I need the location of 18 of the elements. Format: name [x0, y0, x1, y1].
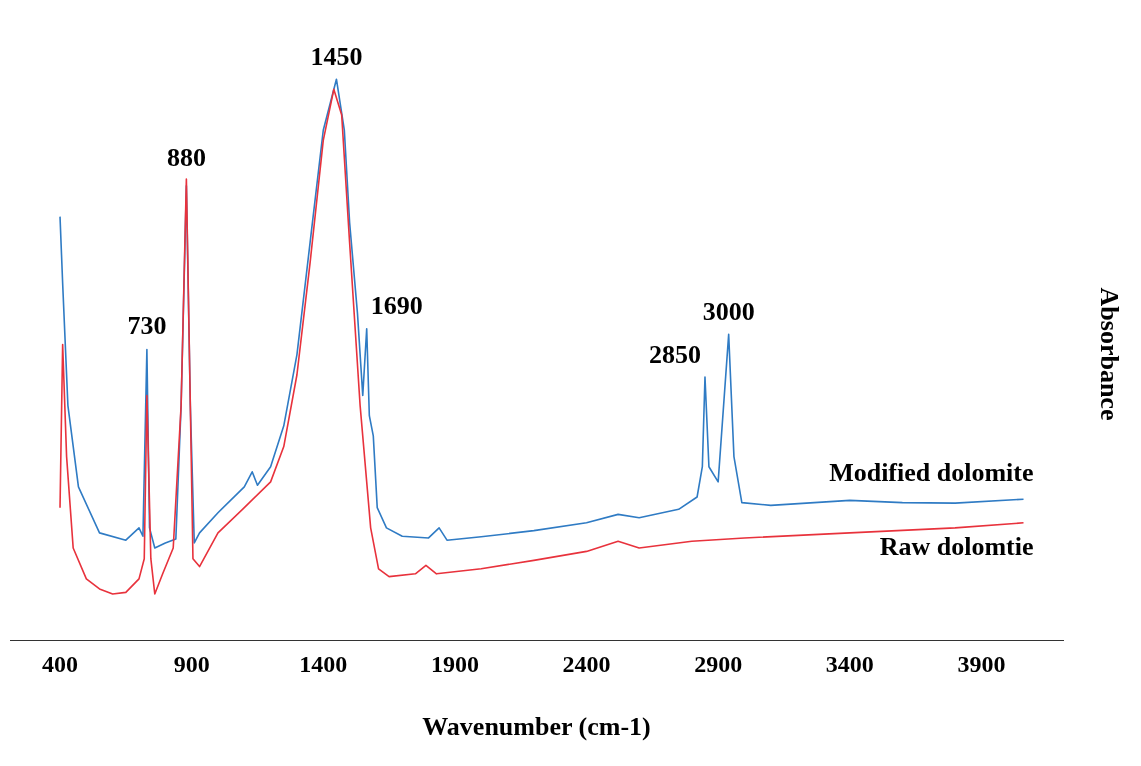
x-tick-label: 1900 [430, 650, 479, 677]
annotation: 1690 [370, 291, 423, 321]
x-tick-label: 3400 [825, 650, 874, 677]
x-tick-label: 900 [173, 650, 210, 677]
x-tick-label: 3900 [957, 650, 1006, 677]
series-label: Raw dolomtie [879, 531, 1034, 561]
annotation: 1450 [310, 41, 363, 71]
annotation: 880 [166, 142, 206, 172]
x-tick-label: 1400 [299, 650, 348, 677]
x-tick-label: 2400 [562, 650, 611, 677]
x-tick-label: 2900 [694, 650, 743, 677]
x-tick-label: 400 [42, 650, 79, 677]
annotation: 730 [127, 311, 167, 341]
series-label: Modified dolomite [829, 457, 1034, 487]
y-axis-title: Absorbance [1095, 287, 1125, 421]
x-axis-title: Wavenumber (cm-1) [422, 712, 651, 742]
annotation: 3000 [702, 297, 755, 327]
annotation: 2850 [648, 339, 701, 369]
